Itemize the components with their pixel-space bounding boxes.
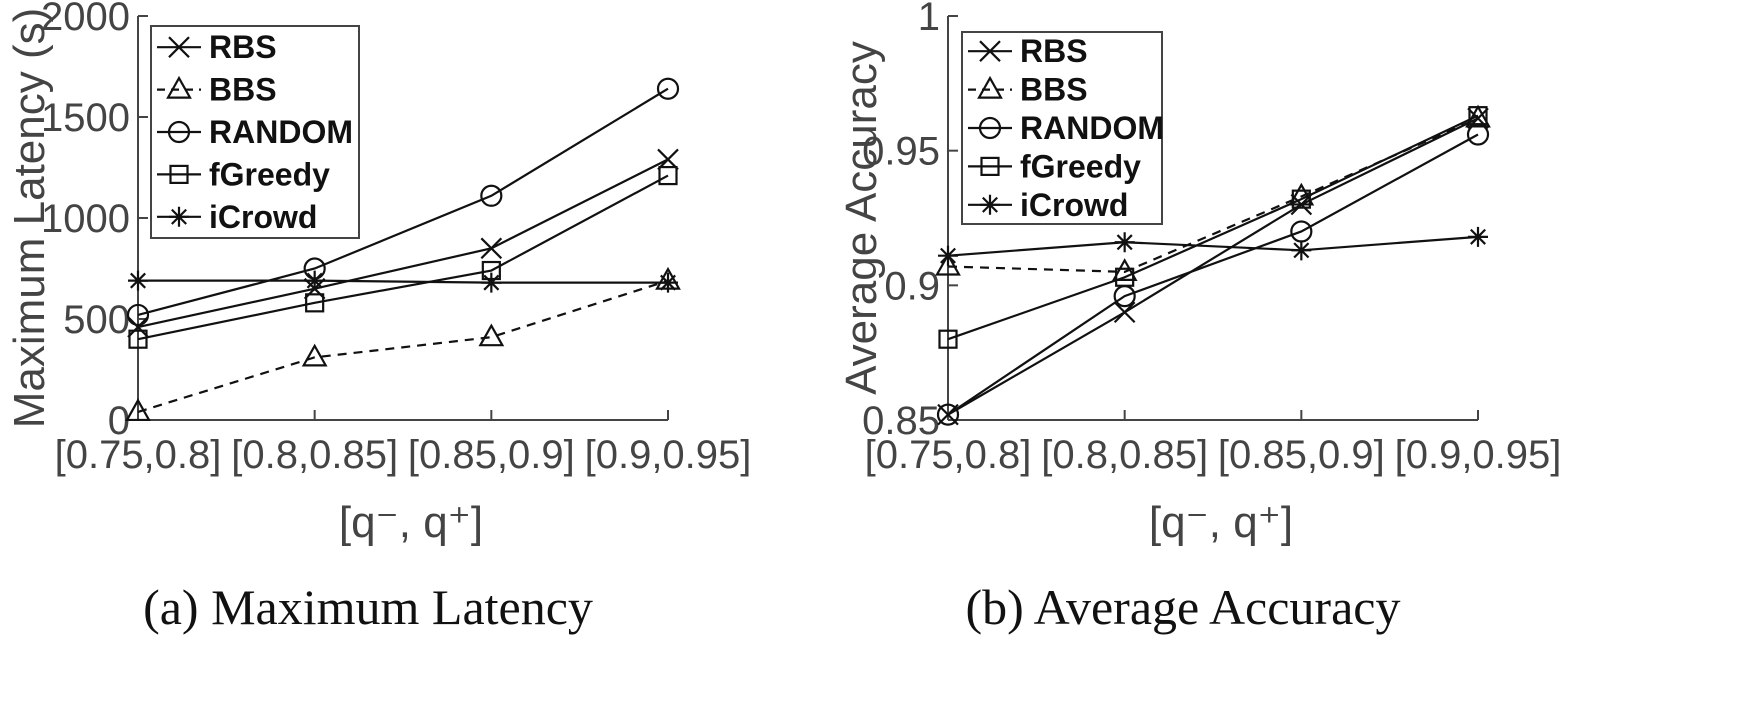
legend-item-rbs: RBS <box>968 33 1088 69</box>
series-line-rbs <box>137 158 669 329</box>
data-point-fgreedy <box>938 329 958 349</box>
legend-marker-fgreedy <box>980 156 1000 176</box>
data-point-fgreedy <box>305 293 325 313</box>
legend-marker-rbs <box>168 36 190 58</box>
series-line-fgreedy <box>947 114 1479 341</box>
x-axis-label: [q⁻, q⁺] <box>339 498 483 547</box>
legend-item-rbs: RBS <box>157 29 277 65</box>
series-line-random <box>137 87 669 317</box>
data-point-icrowd <box>1468 226 1488 247</box>
legend-item-random: RANDOM <box>968 110 1164 146</box>
data-point-fgreedy <box>1115 267 1135 287</box>
data-point-icrowd <box>128 270 148 291</box>
data-point-icrowd <box>304 270 325 291</box>
series-line-fgreedy <box>137 174 669 341</box>
y-tick-label: 0 <box>108 399 130 443</box>
legend-item-random: RANDOM <box>157 114 353 150</box>
legend-label: iCrowd <box>209 199 317 235</box>
x-tick-label: [0.75,0.8] <box>865 433 1032 477</box>
data-point-icrowd <box>1291 240 1312 261</box>
series-line-icrowd <box>947 235 1479 257</box>
data-point-bbs <box>1465 104 1491 128</box>
legend-marker-bbs <box>977 75 1003 99</box>
data-point-icrowd <box>938 245 958 266</box>
x-axis-label: [q⁻, q⁺] <box>1149 498 1293 547</box>
x-tick-label: [0.85,0.9] <box>1218 433 1385 477</box>
data-point-icrowd <box>658 272 678 293</box>
data-point-fgreedy <box>1291 189 1311 209</box>
legend: RBS BBS RANDOM fGreedy iCrowd <box>150 25 360 239</box>
data-point-rbs <box>127 316 149 338</box>
legend-label: RBS <box>209 29 277 65</box>
legend-item-bbs: BBS <box>157 72 277 108</box>
legend-marker-rbs <box>979 40 1001 62</box>
y-tick-label: 1500 <box>41 96 130 140</box>
y-axis-label: Maximum Latency (s) <box>5 8 54 429</box>
legend-marker-icrowd <box>980 194 1000 215</box>
legend-marker-icrowd <box>169 206 189 227</box>
legend-label: fGreedy <box>1020 148 1141 184</box>
y-tick-label: 0.95 <box>862 130 940 174</box>
data-point-rbs <box>1113 301 1136 324</box>
y-tick-label: 0.9 <box>884 264 940 308</box>
data-point-rbs <box>480 237 503 260</box>
legend-item-fgreedy: fGreedy <box>968 148 1141 184</box>
x-tick-label: [0.85,0.9] <box>408 433 575 477</box>
legend-item-icrowd: iCrowd <box>968 187 1128 223</box>
data-point-bbs <box>301 343 328 367</box>
x-tick-label: [0.9,0.95] <box>585 433 752 477</box>
data-point-icrowd <box>1114 232 1135 253</box>
legend-marker-bbs <box>166 75 192 99</box>
x-tick-label: [0.8,0.85] <box>231 433 398 477</box>
y-tick-label: 1000 <box>41 197 130 241</box>
data-point-random <box>936 403 960 426</box>
data-point-bbs <box>1288 182 1315 206</box>
legend-label: fGreedy <box>209 156 330 192</box>
data-point-icrowd <box>481 272 502 293</box>
data-point-bbs <box>125 398 151 422</box>
data-point-random <box>656 77 680 100</box>
legend-label: RANDOM <box>209 114 353 150</box>
legend-marker-fgreedy <box>169 164 189 184</box>
y-tick-label: 2000 <box>41 0 130 39</box>
x-tick-label: [0.8,0.85] <box>1041 433 1208 477</box>
accuracy-chart: 0.85 0.9 0.95 1 [0.75,0.8] [0.8,0.85] [0.85,0.… <box>837 0 1561 635</box>
latency-chart: 0 500 1000 1500 2000 [0.75,0.8] [0.8,0.85] [0.8… <box>5 0 751 635</box>
data-point-bbs <box>1111 258 1138 281</box>
legend-marker-random <box>167 120 191 144</box>
y-tick-label: 500 <box>63 298 130 342</box>
legend-item-icrowd: iCrowd <box>157 199 317 235</box>
data-point-bbs <box>478 323 505 347</box>
series-line-rbs <box>947 117 1479 416</box>
x-tick-label: [0.75,0.8] <box>55 433 222 477</box>
data-point-random <box>480 184 503 207</box>
legend-label: BBS <box>209 72 277 108</box>
data-point-random <box>126 303 150 327</box>
data-point-bbs <box>935 252 961 276</box>
y-tick-label: 0.85 <box>862 399 940 443</box>
series-line-bbs <box>137 279 669 413</box>
chart-caption: (b) Average Accuracy <box>966 579 1401 635</box>
y-axis-label: Average Accuracy <box>837 41 886 395</box>
legend-label: RBS <box>1020 33 1088 69</box>
series-line-icrowd <box>138 279 668 284</box>
legend-label: BBS <box>1020 72 1088 108</box>
legend-marker-random <box>978 116 1002 140</box>
legend-label: iCrowd <box>1020 187 1128 223</box>
chart-caption: (a) Maximum Latency <box>143 579 593 635</box>
series-line-random <box>947 133 1479 416</box>
legend-item-bbs: BBS <box>968 72 1088 108</box>
legend-label: RANDOM <box>1020 110 1164 146</box>
data-point-fgreedy <box>1468 106 1488 126</box>
y-tick-label: 1 <box>918 0 940 39</box>
data-point-fgreedy <box>658 165 678 186</box>
data-point-fgreedy <box>128 329 148 349</box>
x-tick-label: [0.9,0.95] <box>1395 433 1562 477</box>
legend-item-fgreedy: fGreedy <box>157 156 330 192</box>
